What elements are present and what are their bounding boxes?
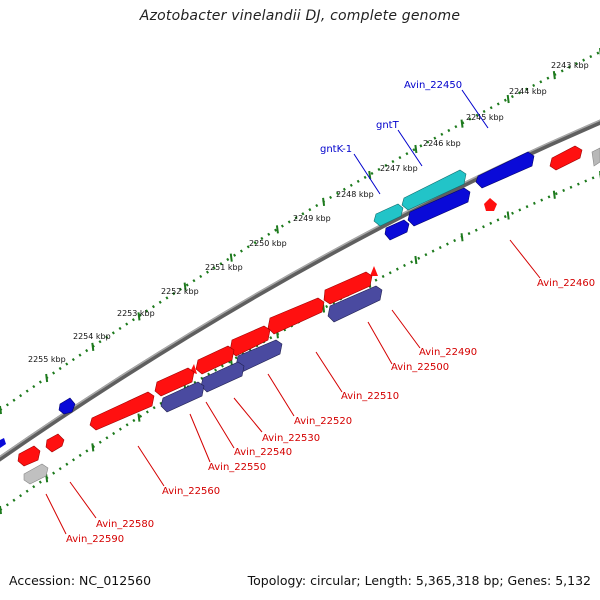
major-tick <box>414 255 418 265</box>
tick-label-2254: 2254 kbp <box>73 332 111 341</box>
major-tick <box>552 71 556 80</box>
gene-label-avin-22590: Avin_22590 <box>66 534 124 545</box>
major-tick <box>506 211 510 220</box>
gene-arrow-fwd <box>484 198 497 211</box>
major-tick <box>229 253 233 262</box>
gene-arrow-rev <box>475 151 535 189</box>
gene-arrow-fwd <box>89 391 155 431</box>
major-tick <box>91 342 95 351</box>
accession-text: Accession: NC_012560 <box>9 573 152 588</box>
tick-label-2250: 2250 kbp <box>249 239 287 248</box>
tick-label-2255: 2255 kbp <box>28 355 66 364</box>
gene-label-gntt: gntT <box>376 120 400 131</box>
tick-label-2244: 2244 kbp <box>509 87 547 96</box>
forward-strand-genes <box>17 145 600 485</box>
gene-arrow-fwd <box>17 445 41 467</box>
gene-label-avin-22550: Avin_22550 <box>208 462 266 473</box>
major-tick <box>0 405 2 415</box>
gene-label-avin-22530: Avin_22530 <box>262 433 320 444</box>
gene-arrow-fwd <box>154 367 195 397</box>
gene-label-avin-22510: Avin_22510 <box>341 391 399 402</box>
gene-arrow-fwd <box>23 463 49 485</box>
gene-label-avin-22450: Avin_22450 <box>404 80 462 91</box>
map-title: Azotobacter vinelandii DJ, complete geno… <box>139 8 461 24</box>
inner-tick-ring <box>0 173 600 512</box>
gene-arrow-rev <box>0 438 6 448</box>
tick-label-2247: 2247 kbp <box>380 164 418 173</box>
major-tick <box>45 373 49 383</box>
tick-label-2253: 2253 kbp <box>117 309 155 318</box>
tick-label-2252: 2252 kbp <box>161 287 199 296</box>
tick-label-2248: 2248 kbp <box>336 190 374 199</box>
major-tick <box>137 312 141 321</box>
gene-arrow-fwd <box>195 345 235 375</box>
gene-label-avin-22460: Avin_22460 <box>537 278 595 289</box>
gene-arrow-fwd <box>45 433 65 453</box>
gene-arrow-rev <box>58 397 76 415</box>
gene-label-avin-22500: Avin_22500 <box>391 362 449 373</box>
tick-label-2251: 2251 kbp <box>205 263 243 272</box>
major-tick <box>137 413 141 422</box>
outer-major-ticks <box>0 48 600 415</box>
gene-arrow-rev <box>384 219 410 241</box>
gene-label-avin-22540: Avin_22540 <box>234 447 292 458</box>
major-tick <box>414 144 418 154</box>
gene-arrow-fwd <box>549 145 583 171</box>
major-tick <box>368 170 372 180</box>
gene-arrow-rev <box>327 285 383 323</box>
major-tick <box>460 119 464 128</box>
reverse-strand-genes <box>0 151 535 448</box>
gene-label-avin-22490: Avin_22490 <box>419 347 477 358</box>
gene-arrow-rna <box>401 169 467 211</box>
tick-label-2246: 2246 kbp <box>423 139 461 148</box>
gene-label-avin-22580: Avin_22580 <box>96 519 154 530</box>
gene-arrow-rev <box>160 381 205 413</box>
major-tick <box>460 233 464 242</box>
tick-label-2245: 2245 kbp <box>466 113 504 122</box>
gene-label-avin-22560: Avin_22560 <box>162 486 220 497</box>
label-leader-lines <box>45 89 541 535</box>
major-tick <box>183 282 187 291</box>
major-tick <box>552 190 556 199</box>
major-tick <box>275 225 279 234</box>
scale-labels: 2243 kbp 2244 kbp 2245 kbp 2246 kbp 2247… <box>28 61 589 364</box>
gene-arrow-rev <box>407 187 471 227</box>
gene-arrow-fwd <box>267 297 325 335</box>
major-tick <box>91 443 95 452</box>
major-tick <box>0 505 2 515</box>
gene-arrow-fwd <box>323 271 373 305</box>
gene-labels: Avin_22450 gntT gntK-1 Avin_22460 Avin_2… <box>66 80 595 545</box>
gene-arrow-fwd <box>370 266 378 276</box>
genome-summary-text: Topology: circular; Length: 5,365,318 bp… <box>247 573 591 588</box>
gene-label-avin-22520: Avin_22520 <box>294 416 352 427</box>
gene-arrow-fwd <box>591 147 600 167</box>
outer-tick-ring <box>0 50 600 412</box>
major-tick <box>322 197 326 206</box>
tick-label-2243: 2243 kbp <box>551 61 589 70</box>
major-tick <box>506 94 510 104</box>
gene-label-gntk-1: gntK-1 <box>320 144 352 155</box>
tick-label-2249: 2249 kbp <box>293 214 331 223</box>
gene-arrow-rna <box>373 203 404 227</box>
